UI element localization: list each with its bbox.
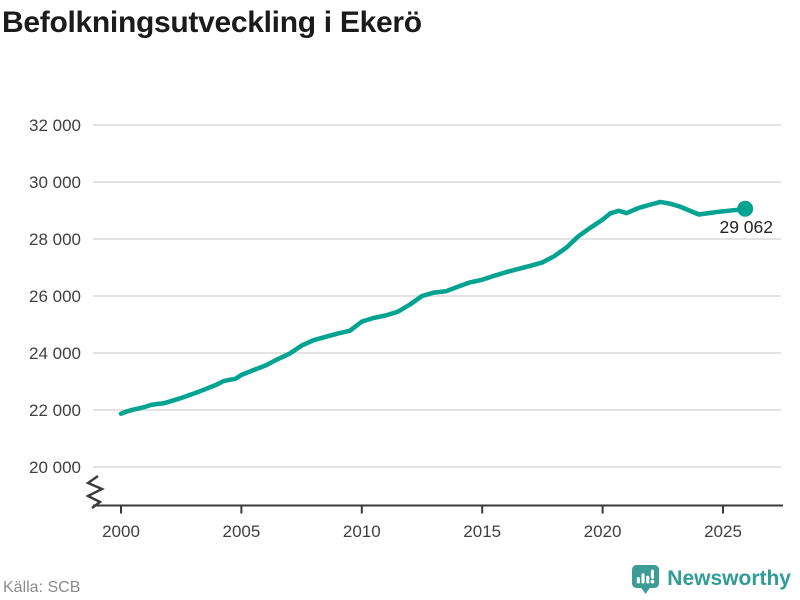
y-tick-label: 30 000: [29, 173, 81, 192]
population-line: [118, 199, 748, 416]
y-tick-label: 26 000: [29, 287, 81, 306]
x-tick-label: 2005: [222, 522, 260, 541]
newsworthy-logo-icon: [632, 564, 660, 594]
page-title: Befolkningsutveckling i Ekerö: [2, 6, 422, 39]
source-label: Källa: SCB: [3, 579, 81, 596]
y-tick-label: 20 000: [29, 458, 81, 477]
x-tick-label: 2025: [704, 522, 742, 541]
y-tick-label: 22 000: [29, 401, 81, 420]
y-tick-label: 28 000: [29, 230, 81, 249]
end-point-dot: [737, 200, 754, 217]
axis-break-icon: [85, 475, 105, 509]
y-tick-label: 32 000: [29, 116, 81, 135]
bar-chart-glyph: [637, 569, 655, 583]
end-value-label: 29 062: [719, 217, 773, 237]
newsworthy-logo: Newsworthy: [632, 564, 791, 594]
newsworthy-wordmark: Newsworthy: [667, 567, 791, 590]
x-tick-label: 2020: [584, 522, 622, 541]
x-tick-label: 2015: [463, 522, 501, 541]
y-tick-label: 24 000: [29, 344, 81, 363]
x-tick-label: 2010: [343, 522, 381, 541]
x-tick-label: 2000: [102, 522, 140, 541]
